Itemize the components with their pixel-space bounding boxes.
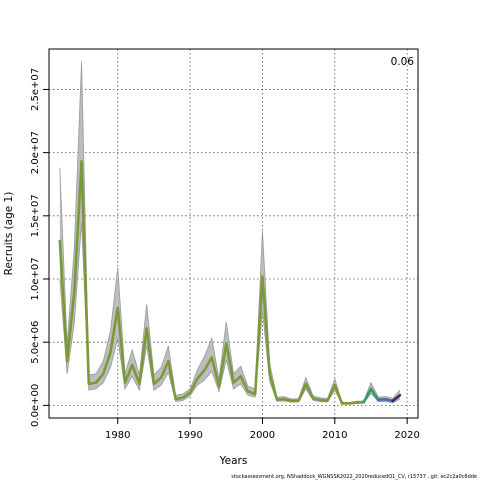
x-tick-label-3: 2010 (322, 430, 347, 441)
corner-label: 0.06 (391, 56, 415, 68)
x-axis-title: Years (219, 455, 248, 467)
y-tick-label-0: 0.0e+00 (30, 384, 41, 427)
estimate-line-1 (362, 387, 380, 404)
estimate-line-2 (376, 398, 394, 403)
x-tick-label-2: 2000 (250, 430, 275, 441)
y-tick-label-4: 2.0e+07 (30, 131, 41, 174)
y-tick-label-1: 5.0e+06 (30, 321, 41, 364)
y-axis-title: Recruits (age 1) (3, 192, 15, 276)
plot-frame (48, 48, 419, 419)
y-tick-label-2: 1.0e+07 (30, 257, 41, 300)
estimate-lines (58, 160, 402, 405)
x-tick-label-1: 1990 (177, 430, 202, 441)
estimate-line-0 (58, 160, 366, 405)
y-tick-label-5: 2.5e+07 (30, 68, 41, 111)
x-axis: 1980 1990 2000 2010 2020 (105, 418, 420, 441)
x-tick-label-0: 1980 (105, 430, 130, 441)
footer-text: stockassessment.org, NShaddock_WGNSSK202… (231, 474, 477, 480)
y-axis: 0.0e+00 5.0e+06 1.0e+07 1.5e+07 2.0e+07 2.5e+… (30, 68, 49, 427)
x-tick-label-4: 2020 (394, 430, 419, 441)
estimate-line-3 (391, 393, 402, 403)
y-tick-label-3: 1.5e+07 (30, 194, 41, 237)
